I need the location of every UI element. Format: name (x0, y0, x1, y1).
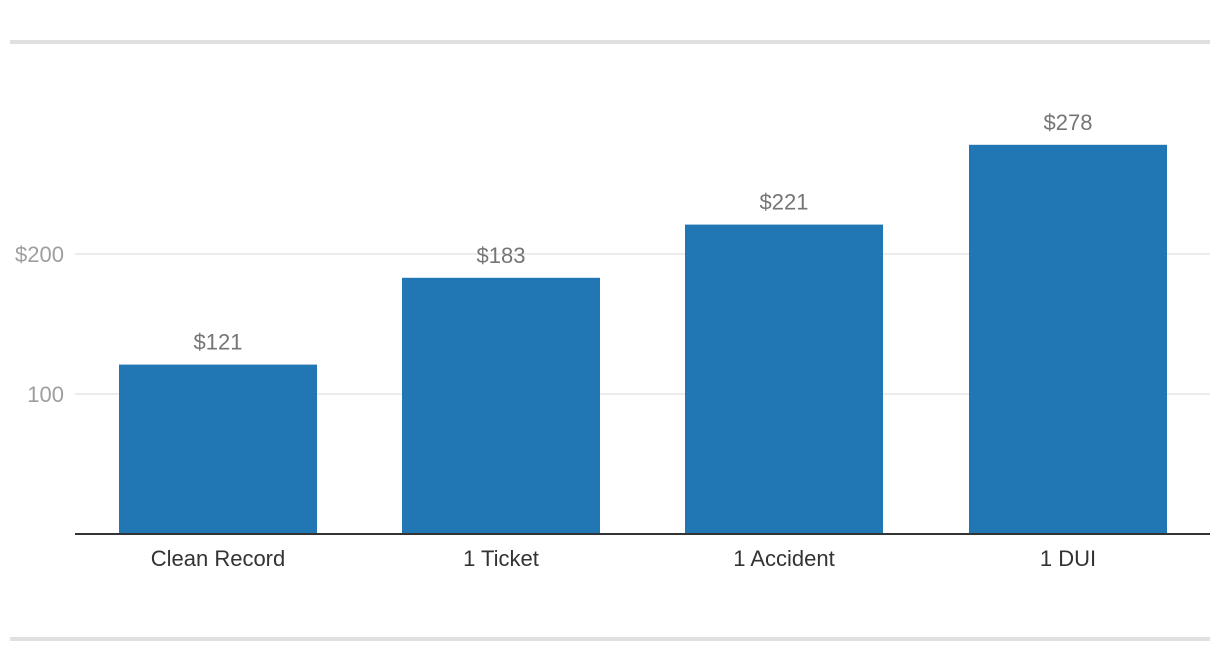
bar-value-label: $221 (760, 190, 809, 215)
x-category-label: Clean Record (151, 546, 286, 571)
y-axis-ticks: 100 $200 (15, 242, 64, 407)
bar (969, 144, 1167, 535)
bar-value-label: $183 (477, 243, 526, 268)
bar-value-label: $121 (194, 330, 243, 355)
x-category-label: 1 Ticket (463, 546, 539, 571)
x-category-label: 1 DUI (1040, 546, 1096, 571)
x-category-label: 1 Accident (733, 546, 835, 571)
bottom-divider (10, 637, 1210, 641)
data-labels: $121 $183 $221 $278 (194, 110, 1093, 355)
y-tick-label: 100 (27, 382, 64, 407)
x-axis-labels: Clean Record 1 Ticket 1 Accident 1 DUI (151, 546, 1096, 571)
bar (402, 277, 600, 534)
bar (685, 224, 883, 534)
y-tick-label: $200 (15, 242, 64, 267)
top-divider (10, 40, 1210, 44)
bar (119, 364, 317, 534)
bar-value-label: $278 (1044, 110, 1093, 135)
bars (119, 144, 1167, 535)
